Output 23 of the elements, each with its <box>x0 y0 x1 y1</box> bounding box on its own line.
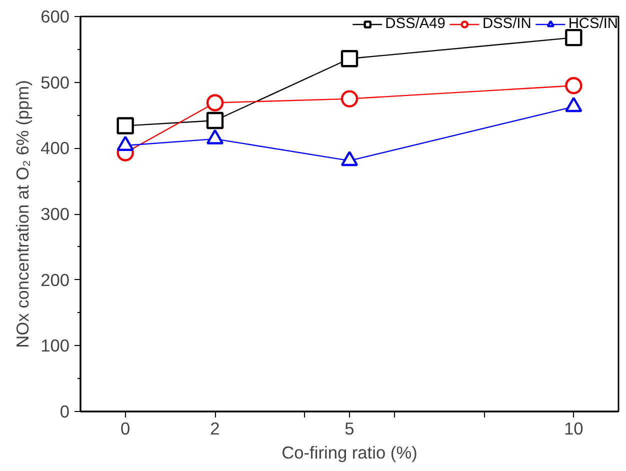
point <box>340 90 358 108</box>
y-tick-label: 200 <box>40 270 70 290</box>
x-tick-label: 0 <box>120 418 130 438</box>
legend-label: HCS/IN <box>568 16 618 32</box>
y-tick-label: 400 <box>40 138 70 158</box>
y-tick-label: 100 <box>40 336 70 356</box>
point <box>206 112 224 130</box>
point <box>340 50 358 68</box>
x-tick-label: 2 <box>210 418 220 438</box>
x-tick-label: 10 <box>564 418 584 438</box>
legend-label: DSS/IN <box>482 16 532 32</box>
y-tick-label: 500 <box>40 72 70 92</box>
point <box>206 94 224 112</box>
y-axis-title: NOx concentration at O₂ 6% (ppm) <box>12 80 33 348</box>
point <box>116 117 134 134</box>
point <box>565 77 582 94</box>
y-tick-label: 300 <box>40 204 70 224</box>
legend-label: DSS/A49 <box>385 16 446 32</box>
x-tick-label: 5 <box>344 418 354 438</box>
y-tick-label: 0 <box>60 402 70 422</box>
x-axis-title: Co-firing ratio (%) <box>282 442 418 462</box>
point <box>565 28 582 46</box>
y-tick-label: 600 <box>40 6 70 26</box>
